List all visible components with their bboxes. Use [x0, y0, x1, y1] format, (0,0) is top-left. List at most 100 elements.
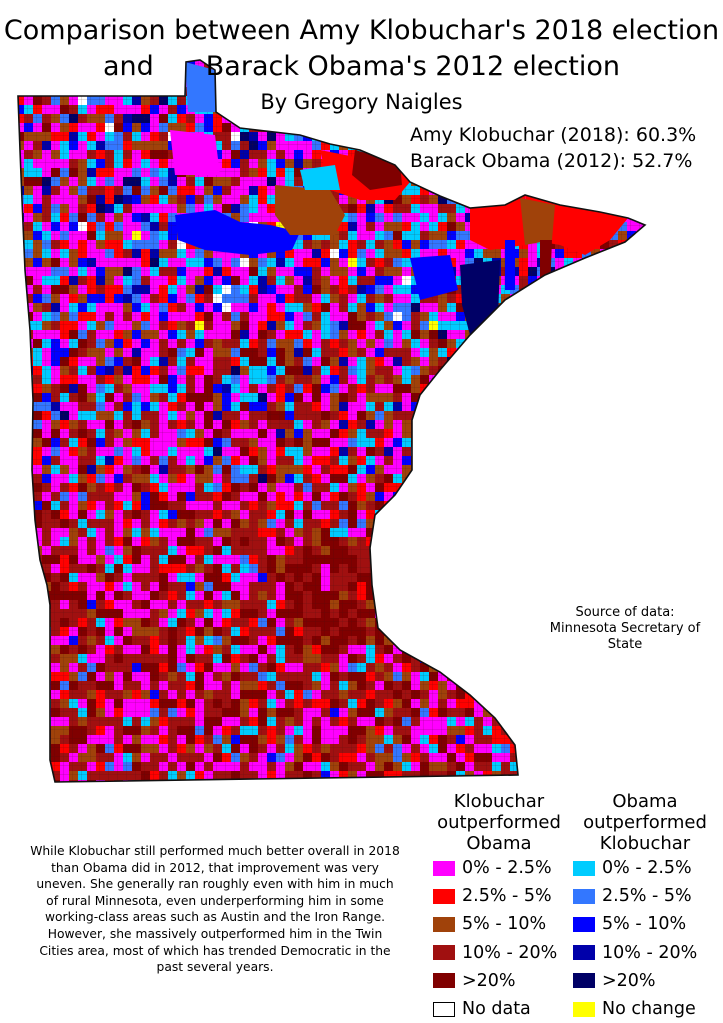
precinct-cell-2694: [618, 393, 627, 402]
precinct-cell-4158: [375, 582, 384, 591]
precinct-cell-3100: [438, 447, 447, 456]
precinct-cell-4103: [519, 573, 528, 582]
precinct-cell-4588: [411, 636, 420, 645]
precinct-cell-1773: [636, 276, 645, 285]
precinct-cell-2622: [609, 384, 618, 393]
precinct-cell-527: [285, 123, 294, 132]
precinct-cell-3245: [465, 465, 474, 474]
precinct-cell-2409: [609, 357, 618, 366]
precinct-cell-4376: [420, 609, 429, 618]
precinct-cell-2537: [483, 375, 492, 384]
precinct-cell-3549: [645, 501, 654, 510]
precinct-cell-454: [267, 114, 276, 123]
precinct-cell-3185: [564, 456, 573, 465]
precinct-cell-4167: [456, 582, 465, 591]
precinct-cell-3241: [429, 465, 438, 474]
precinct-cell-2478: [591, 366, 600, 375]
precinct-cell-3103: [465, 447, 474, 456]
precinct-cell-4307: [438, 600, 447, 609]
precinct-cell-1769: [600, 276, 609, 285]
precinct-cell-3977: [24, 564, 33, 573]
precinct-cell-4189: [18, 591, 24, 600]
precinct-cell-4046: [645, 564, 654, 573]
precinct-cell-2059: [18, 321, 24, 330]
precinct-cell-3889: [510, 546, 519, 555]
precinct-cell-606: [357, 132, 366, 141]
precinct-cell-4751: [600, 654, 609, 663]
precinct-cell-4380: [456, 609, 465, 618]
precinct-cell-3533: [501, 501, 510, 510]
precinct-cell-4816: [546, 663, 555, 672]
precinct-cell-2399: [519, 357, 528, 366]
precinct-cell-2962: [474, 429, 483, 438]
precinct-cell-2674: [438, 393, 447, 402]
precinct-cell-4235: [429, 591, 438, 600]
precinct-cell-4659: [411, 645, 420, 654]
precinct-cell-2324: [483, 348, 492, 357]
precinct-cell-3187: [582, 456, 591, 465]
precinct-cell-2259: [537, 339, 546, 348]
precinct-cell-3385: [447, 483, 456, 492]
precinct-cell-3311: [420, 474, 429, 483]
precinct-cell-2619: [582, 384, 591, 393]
precinct-cell-4241: [483, 591, 492, 600]
precinct-cell-2549: [591, 375, 600, 384]
precinct-cell-3389: [483, 483, 492, 492]
precinct-cell-2904: [591, 420, 600, 429]
precinct-cell-4258: [636, 591, 645, 600]
precinct-cell-3749: [528, 528, 537, 537]
precinct-cell-2338: [609, 348, 618, 357]
precinct-cell-4033: [528, 564, 537, 573]
precinct-cell-1491: [18, 249, 24, 258]
precinct-cell-2679: [483, 393, 492, 402]
precinct-cell-2127: [627, 321, 636, 330]
precinct-cell-3904: [645, 546, 654, 555]
precinct-cell-2815: [429, 411, 438, 420]
precinct-cell-1767: [582, 276, 591, 285]
precinct-cell-4964: [600, 681, 609, 690]
precinct-cell-2696: [636, 393, 645, 402]
precinct-cell-4749: [582, 654, 591, 663]
precinct-cell-4598: [501, 636, 510, 645]
precinct-cell-3392: [510, 483, 519, 492]
precinct-cell-483: [528, 114, 537, 123]
precinct-cell-4238: [456, 591, 465, 600]
precinct-cell-3107: [501, 447, 510, 456]
precinct-cell-3098: [420, 447, 429, 456]
precinct-cell-4374: [402, 609, 411, 618]
precinct-cell-4021: [420, 564, 429, 573]
precinct-cell-2269: [627, 339, 636, 348]
precinct-cell-452: [249, 114, 258, 123]
precinct-cell-3407: [645, 483, 654, 492]
precinct-cell-3521: [393, 501, 402, 510]
precinct-cell-3177: [492, 456, 501, 465]
precinct-cell-4191: [33, 591, 42, 600]
precinct-cell-1420: [18, 240, 24, 249]
precinct-cell-2768: [645, 402, 654, 411]
precinct-cell-4475: [33, 627, 42, 636]
precinct-cell-4113: [609, 573, 618, 582]
precinct-cell-1913: [618, 294, 627, 303]
precinct-cell-2613: [528, 384, 537, 393]
precinct-cell-2887: [438, 420, 447, 429]
precinct-cell-3452: [411, 492, 420, 501]
precinct-cell-4049: [33, 573, 42, 582]
precinct-cell-3458: [465, 492, 474, 501]
precinct-cell-4520: [438, 627, 447, 636]
precinct-cell-1490: [645, 240, 654, 249]
precinct-cell-3045: [582, 438, 591, 447]
precinct-cell-2113: [501, 321, 510, 330]
precinct-cell-3612: [573, 510, 582, 519]
precinct-cell-2689: [573, 393, 582, 402]
precinct-cell-3661: [375, 519, 384, 528]
precinct-cell-3807: [411, 537, 420, 546]
precinct-cell-3761: [636, 528, 645, 537]
precinct-cell-3671: [465, 519, 474, 528]
precinct-cell-3101: [447, 447, 456, 456]
precinct-cell-1064: [645, 186, 654, 195]
precinct-cell-453: [258, 114, 267, 123]
precinct-cell-4115: [627, 573, 636, 582]
precinct-cell-4892: [591, 672, 600, 681]
precinct-cell-2340: [627, 348, 636, 357]
precinct-cell-4516: [402, 627, 411, 636]
